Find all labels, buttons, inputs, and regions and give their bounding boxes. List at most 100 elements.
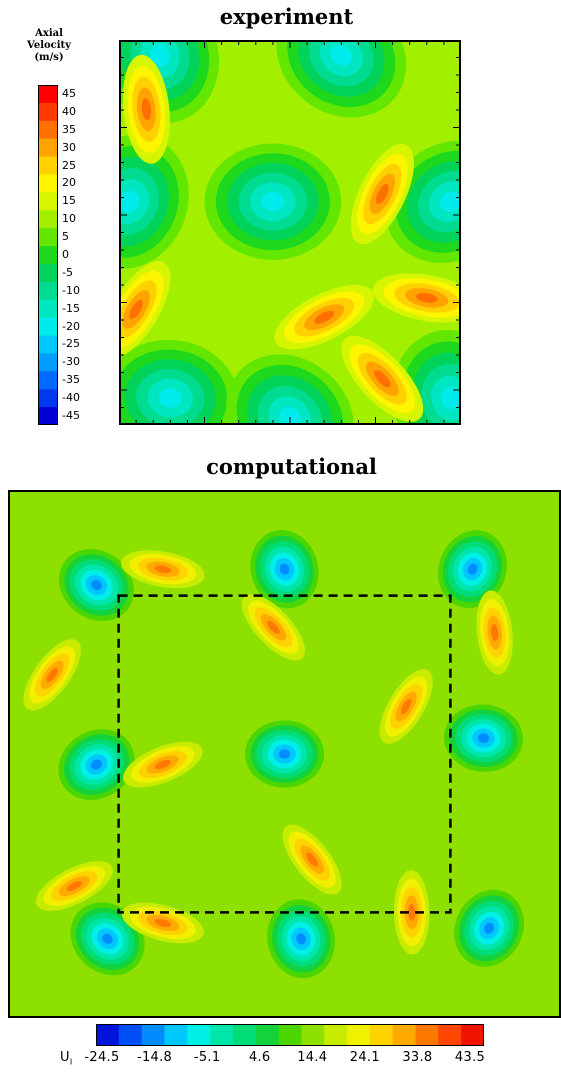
velocity-minimum xyxy=(58,729,135,800)
colorbar-swatch xyxy=(369,1024,394,1046)
velocity-maximum xyxy=(274,285,375,350)
colorbar-swatch xyxy=(278,1024,302,1046)
velocity-maximum xyxy=(379,669,433,744)
colorbar-swatch xyxy=(210,1024,234,1046)
colorbar-tick-label: 5 xyxy=(62,230,69,244)
colorbar-swatch xyxy=(301,1024,325,1046)
colorbar-swatch xyxy=(38,228,58,247)
colorbar-tick-label: -24.5 xyxy=(84,1050,120,1065)
colorbar-swatch xyxy=(255,1024,280,1046)
colorbar-tick-label: 25 xyxy=(62,158,76,172)
colorbar-swatch xyxy=(38,120,58,140)
velocity-minimum xyxy=(444,704,524,772)
colorbar-swatch xyxy=(38,299,58,319)
colorbar-tick-label: -45 xyxy=(62,409,80,423)
computational-title: computational xyxy=(206,454,377,479)
colorbar-tick-label: -35 xyxy=(62,373,80,387)
velocity-minimum xyxy=(250,530,319,609)
colorbar-swatch xyxy=(438,1024,462,1046)
colorbar-swatch xyxy=(347,1024,371,1046)
colorbar-swatch xyxy=(38,138,58,158)
colorbar-swatch xyxy=(38,102,58,122)
colorbar-swatch xyxy=(38,335,58,354)
velocity-maximum xyxy=(282,824,342,895)
colorbar-swatch xyxy=(96,1024,120,1046)
velocity-maximum xyxy=(341,335,424,422)
velocity-maximum xyxy=(35,861,113,911)
colorbar-tick-label: 15 xyxy=(62,194,76,208)
experiment-colorbar-title: Axial Velocity (m/s) xyxy=(24,28,74,64)
colorbar-swatch xyxy=(232,1024,257,1046)
colorbar-swatch xyxy=(118,1024,143,1046)
velocity-maximum xyxy=(121,550,205,589)
colorbar-title-line: Velocity xyxy=(27,40,71,51)
colorbar-title-line: (m/s) xyxy=(34,52,64,63)
velocity-maximum xyxy=(119,261,171,358)
colorbar-tick-label: 4.6 xyxy=(248,1050,271,1065)
colorbar-tick-label: -20 xyxy=(62,319,80,333)
colorbar-tick-label: -15 xyxy=(62,301,80,315)
colorbar-title-line: Axial xyxy=(35,28,63,39)
colorbar-swatch xyxy=(38,246,58,265)
colorbar-tick-label: 0 xyxy=(62,248,69,261)
experiment-colorbar-ticks: 45 40 35 30 25 20 15 10 5 0 -5 -10 -15 -20 -25 -30 -35 -4… xyxy=(62,85,102,425)
velocity-minimum xyxy=(392,329,461,425)
colorbar-swatch xyxy=(38,371,58,390)
colorbar-swatch xyxy=(38,174,58,193)
velocity-maximum xyxy=(350,143,414,245)
colorbar-swatch xyxy=(415,1024,439,1046)
velocity-maximum xyxy=(372,273,461,323)
colorbar-swatch xyxy=(38,317,58,337)
velocity-minimum xyxy=(267,899,335,979)
velocity-minimum xyxy=(454,889,524,967)
colorbar-swatch xyxy=(38,353,58,372)
colorbar-variable-label: UI xyxy=(60,1050,73,1067)
colorbar-tick-label: 10 xyxy=(62,212,76,226)
colorbar-tick-label: 45 xyxy=(62,86,76,100)
velocity-minimum xyxy=(385,140,461,263)
velocity-minimum xyxy=(244,720,325,788)
colorbar-swatch xyxy=(38,263,58,283)
experiment-title: experiment xyxy=(219,4,354,29)
computational-colorbar xyxy=(96,1024,484,1046)
colorbar-swatch xyxy=(38,407,58,425)
colorbar-swatch xyxy=(392,1024,417,1046)
colorbar-swatch xyxy=(324,1024,348,1046)
colorbar-swatch xyxy=(38,156,58,175)
colorbar-swatch xyxy=(187,1024,211,1046)
colorbar-tick-label: 43.5 xyxy=(454,1050,486,1065)
computational-contour-plot xyxy=(8,490,561,1018)
colorbar-tick-label: 33.8 xyxy=(402,1050,433,1065)
velocity-maximum xyxy=(122,54,170,164)
velocity-maximum xyxy=(241,594,306,661)
velocity-maximum xyxy=(476,590,513,675)
colorbar-tick-label: -40 xyxy=(62,391,80,405)
computational-colorbar-ticks: -24.5 -14.8 -5.1 4.6 14.4 24.1 33.8 43.5 xyxy=(84,1050,484,1068)
colorbar-tick-label: 14.4 xyxy=(297,1050,328,1065)
velocity-minimum xyxy=(119,339,239,425)
colorbar-tick-label: 35 xyxy=(62,122,76,136)
colorbar-tick-label: -10 xyxy=(62,283,80,297)
colorbar-swatch xyxy=(164,1024,188,1046)
velocity-maximum xyxy=(393,870,430,955)
experiment-contour-plot xyxy=(119,40,461,425)
colorbar-tick-label: -14.8 xyxy=(136,1050,173,1065)
colorbar-swatch xyxy=(38,85,58,104)
velocity-minimum xyxy=(58,549,135,621)
colorbar-swatch xyxy=(141,1024,165,1046)
experiment-colorbar xyxy=(38,85,58,425)
colorbar-tick-label: 30 xyxy=(62,140,76,154)
colorbar-swatch xyxy=(38,281,58,301)
colorbar-tick-label: 24.1 xyxy=(349,1050,380,1065)
velocity-maximum xyxy=(23,639,81,711)
colorbar-swatch xyxy=(461,1024,484,1046)
frame-ticks xyxy=(119,40,461,425)
colorbar-tick-label: -30 xyxy=(62,355,80,369)
velocity-minimum xyxy=(119,134,189,269)
velocity-minimum xyxy=(438,530,508,609)
colorbar-tick-label: -5 xyxy=(62,265,73,279)
colorbar-tick-label: -25 xyxy=(62,337,80,351)
colorbar-swatch xyxy=(38,389,58,408)
colorbar-tick-label: 40 xyxy=(62,104,76,118)
velocity-minimum xyxy=(276,40,407,118)
